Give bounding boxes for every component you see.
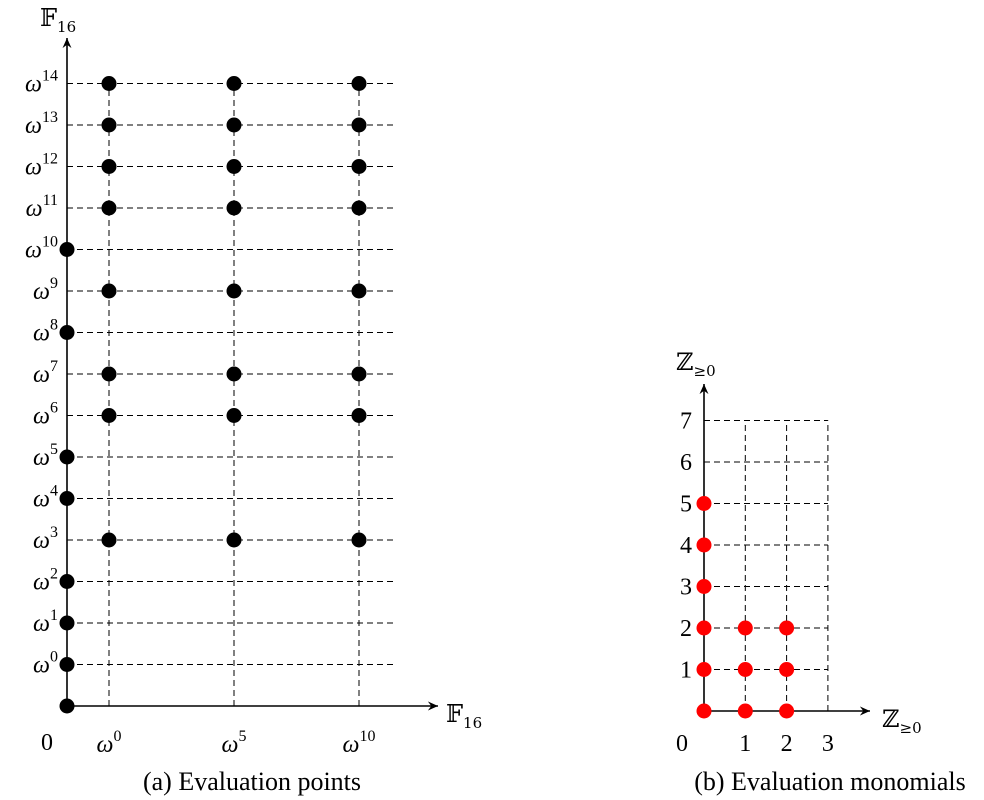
monomial-point <box>696 703 712 719</box>
grid-point <box>351 532 367 548</box>
left-points <box>59 76 367 714</box>
monomial-point <box>696 537 712 553</box>
left-y-tick-label: ω13 <box>25 109 58 139</box>
right-y-tick-label: 7 <box>680 409 692 435</box>
grid-point <box>351 76 367 91</box>
left-y-tick-label: ω10 <box>25 234 58 264</box>
monomial-point <box>737 620 753 636</box>
axis-point <box>59 615 75 631</box>
monomial-point <box>696 620 712 636</box>
grid-point <box>351 408 367 423</box>
right-y-tick-label: 5 <box>680 492 692 518</box>
monomial-point <box>779 703 795 719</box>
grid-point <box>226 159 242 174</box>
grid-point <box>226 283 242 299</box>
grid-point <box>101 117 117 133</box>
right-points <box>696 496 795 719</box>
left-y-tick-label: ω2 <box>33 566 58 596</box>
right-caption: (b) Evaluation monomials <box>694 767 966 796</box>
grid-point <box>226 366 242 382</box>
left-y-tick-label: ω5 <box>33 441 58 471</box>
right-y-tick-label: 1 <box>680 658 692 684</box>
left-grid <box>67 83 397 706</box>
right-x-tick-label: 3 <box>822 731 834 757</box>
grid-point <box>101 76 117 91</box>
left-y-tick-label: ω3 <box>33 524 58 554</box>
left-y-tick-label: ω14 <box>25 68 58 98</box>
evaluation-monomials-chart: 1 2 3 4 5 6 7 1 2 3 0 ℤ≥0 ℤ≥0 (b) Evaluation mon… <box>676 348 966 796</box>
monomial-point <box>696 579 712 594</box>
monomial-point <box>696 662 712 677</box>
grid-point <box>101 532 117 548</box>
right-x-axis-title: ℤ≥0 <box>882 705 922 737</box>
left-y-tick-label: ω1 <box>33 607 58 637</box>
left-y-tick-label: ω4 <box>33 483 58 513</box>
axis-point <box>59 325 75 340</box>
grid-point <box>351 200 367 216</box>
axis-point <box>59 698 75 714</box>
monomial-point <box>737 703 753 719</box>
monomial-point <box>779 662 795 677</box>
right-x-tick-labels: 1 2 3 <box>739 731 834 757</box>
grid-point <box>351 366 367 382</box>
grid-point <box>101 408 117 423</box>
axis-point <box>59 242 75 257</box>
left-x-tick-labels: ω0 ω5 ω10 <box>97 728 376 758</box>
left-y-axis-title: 𝔽16 <box>40 4 76 36</box>
left-y-tick-label: ω8 <box>33 317 58 347</box>
axis-point <box>59 657 75 672</box>
axis-point <box>59 574 75 589</box>
right-y-tick-label: 2 <box>680 616 692 642</box>
grid-point <box>101 159 117 174</box>
grid-point <box>226 532 242 548</box>
grid-point <box>101 200 117 216</box>
right-grid <box>704 420 829 711</box>
left-x-tick-label: ω10 <box>343 728 376 758</box>
left-y-tick-labels: ω0 ω1 ω2 ω3 ω4 ω5 ω6 ω7 ω8 ω9 ω10 ω11 ω12 ω13 ω14 <box>25 68 58 679</box>
grid-point <box>351 159 367 174</box>
grid-point <box>101 366 117 382</box>
evaluation-points-chart: ω0 ω1 ω2 ω3 ω4 ω5 ω6 ω7 ω8 ω9 ω10 ω11 ω12 ω13 ω14 ω0 ω5… <box>25 4 482 796</box>
monomial-point <box>737 662 753 677</box>
axis-point <box>59 449 75 465</box>
right-y-tick-labels: 1 2 3 4 5 6 7 <box>680 409 692 684</box>
left-y-tick-label: ω0 <box>33 649 58 679</box>
left-x-tick-label: ω5 <box>222 728 247 758</box>
grid-point <box>101 283 117 299</box>
grid-point <box>351 117 367 133</box>
left-caption: (a) Evaluation points <box>143 767 361 796</box>
axis-point <box>59 491 75 506</box>
grid-point <box>226 200 242 216</box>
left-y-tick-label: ω11 <box>26 192 58 222</box>
grid-point <box>226 117 242 133</box>
right-y-axis-title: ℤ≥0 <box>676 348 716 380</box>
left-x-tick-label: ω0 <box>97 728 122 758</box>
left-y-tick-label: ω9 <box>33 275 58 305</box>
grid-point <box>351 283 367 299</box>
right-origin-label: 0 <box>676 731 688 757</box>
right-y-tick-label: 3 <box>680 575 692 601</box>
left-x-axis-title: 𝔽16 <box>446 700 482 732</box>
grid-point <box>226 76 242 91</box>
left-origin-label: 0 <box>41 730 53 756</box>
right-x-tick-label: 1 <box>739 731 751 757</box>
right-y-tick-label: 4 <box>680 533 692 559</box>
left-y-tick-label: ω6 <box>33 400 58 430</box>
right-x-tick-label: 2 <box>781 731 793 757</box>
monomial-point <box>779 620 795 636</box>
grid-point <box>226 408 242 423</box>
left-y-tick-label: ω7 <box>33 358 58 388</box>
monomial-point <box>696 496 712 511</box>
left-y-tick-label: ω12 <box>25 151 58 181</box>
right-y-tick-label: 6 <box>680 450 692 476</box>
